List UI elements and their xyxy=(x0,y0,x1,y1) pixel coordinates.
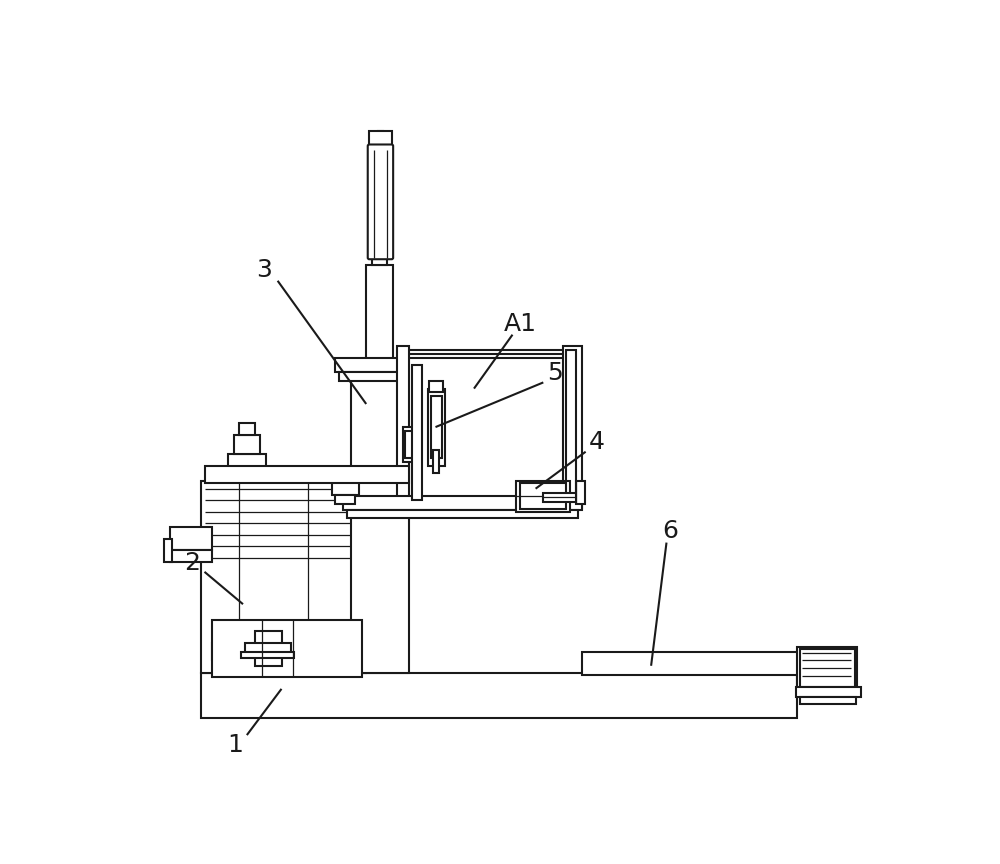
Bar xyxy=(201,481,366,673)
Bar xyxy=(212,619,362,677)
Bar xyxy=(516,481,570,511)
Bar xyxy=(369,131,392,147)
Bar xyxy=(212,643,235,659)
Bar xyxy=(201,673,797,718)
Bar xyxy=(335,358,439,372)
Bar xyxy=(576,481,585,504)
Bar xyxy=(800,649,855,687)
Bar xyxy=(429,381,443,392)
Text: 2: 2 xyxy=(184,550,200,575)
Bar xyxy=(403,427,417,461)
Bar xyxy=(796,687,861,697)
Bar xyxy=(339,372,436,381)
Bar xyxy=(582,652,801,675)
Bar xyxy=(401,350,578,504)
Bar xyxy=(205,466,409,482)
Bar xyxy=(255,631,282,666)
Bar xyxy=(405,431,415,458)
Bar xyxy=(335,495,355,504)
FancyBboxPatch shape xyxy=(368,144,393,259)
Bar xyxy=(228,454,266,481)
Bar xyxy=(241,652,294,658)
Bar xyxy=(376,146,384,181)
Bar xyxy=(431,397,442,458)
Bar xyxy=(397,346,409,511)
Bar xyxy=(372,227,387,265)
Text: 1: 1 xyxy=(227,733,243,757)
Bar xyxy=(563,346,582,508)
Text: 6: 6 xyxy=(662,519,678,543)
Bar xyxy=(366,265,393,365)
Bar xyxy=(332,481,358,495)
Bar xyxy=(343,497,582,511)
Bar xyxy=(520,483,566,510)
Bar xyxy=(428,389,445,466)
Bar xyxy=(170,527,212,550)
Bar xyxy=(239,423,255,435)
Bar xyxy=(164,539,172,562)
Bar xyxy=(543,492,582,502)
Bar xyxy=(378,130,383,146)
Text: A1: A1 xyxy=(504,312,537,336)
Bar xyxy=(245,643,291,654)
Bar xyxy=(234,435,260,454)
Bar xyxy=(405,500,574,504)
Bar xyxy=(351,365,409,673)
Bar xyxy=(278,643,301,659)
Bar xyxy=(405,354,574,358)
Bar xyxy=(433,450,439,473)
Bar xyxy=(374,181,386,227)
Text: 4: 4 xyxy=(589,430,605,454)
Text: 3: 3 xyxy=(256,258,272,282)
Bar xyxy=(566,350,576,504)
Bar xyxy=(800,697,856,703)
Bar xyxy=(347,511,578,518)
Bar xyxy=(797,646,857,689)
Bar xyxy=(170,550,212,562)
Text: 5: 5 xyxy=(547,361,563,385)
Bar xyxy=(412,365,422,500)
